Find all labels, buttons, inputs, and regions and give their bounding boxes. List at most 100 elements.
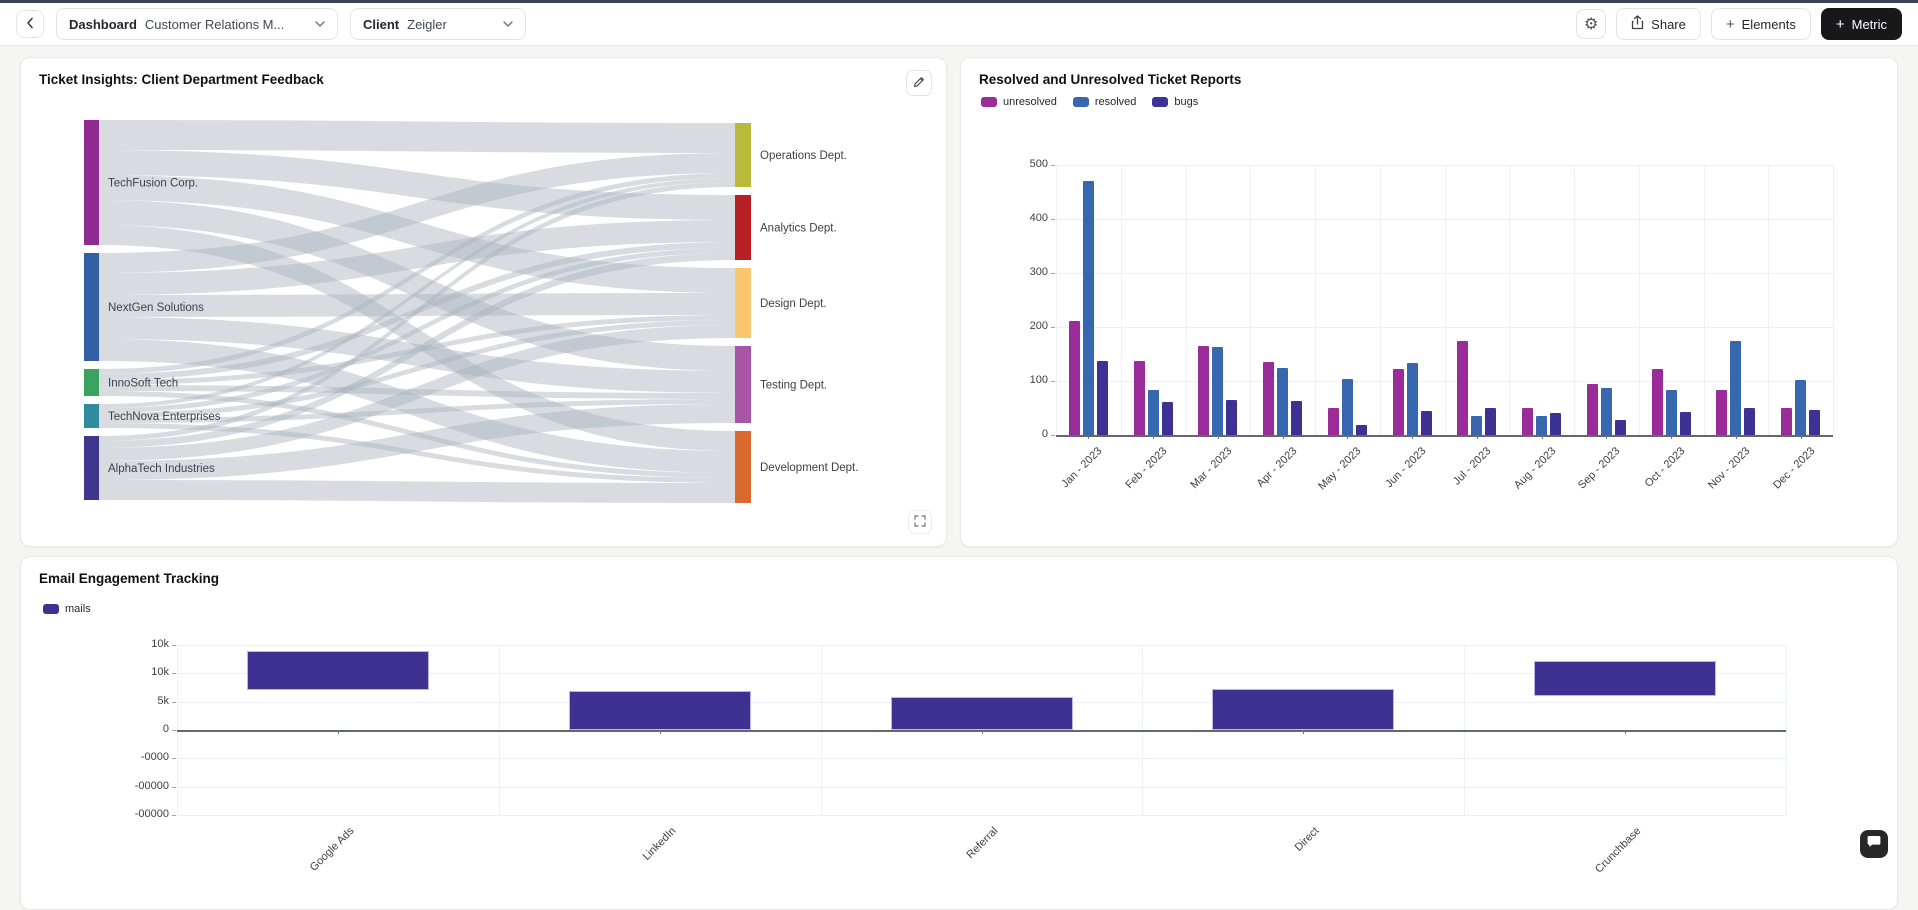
x-axis-tick-label: Jun - 2023	[1383, 445, 1429, 491]
sankey-target-label: Testing Dept.	[760, 380, 827, 392]
y-axis-tick	[1051, 327, 1055, 328]
elements-button[interactable]: + Elements	[1710, 8, 1811, 40]
gridline-vertical	[1833, 165, 1834, 435]
bar-bugs	[1096, 361, 1108, 435]
dashboard-select-label: Dashboard	[69, 16, 137, 32]
back-button[interactable]	[16, 10, 44, 38]
y-axis-tick	[172, 644, 176, 646]
sankey-link	[99, 150, 735, 220]
y-axis-tick-label: -00000	[134, 779, 169, 792]
sankey-source-node[interactable]	[84, 369, 99, 396]
bar-resolved	[1536, 415, 1548, 435]
sankey-source-node[interactable]	[84, 253, 99, 361]
fullscreen-button[interactable]	[908, 510, 932, 534]
settings-button[interactable]: ⚙	[1576, 9, 1607, 39]
gridline-vertical	[820, 644, 822, 816]
bar-unresolved	[1586, 383, 1598, 435]
sankey-target-node[interactable]	[735, 431, 751, 503]
sankey-target-node[interactable]	[735, 123, 751, 187]
chevron-down-icon	[503, 21, 513, 27]
sankey-source-node[interactable]	[84, 404, 99, 428]
bar-resolved	[1665, 389, 1677, 435]
x-axis-tick	[1217, 435, 1219, 439]
legend-item-mails[interactable]: mails	[43, 603, 91, 615]
bar-bugs	[1744, 407, 1756, 435]
gridline-horizontal	[1056, 273, 1833, 274]
bar-bugs	[1485, 408, 1497, 435]
gridline-horizontal	[177, 673, 1786, 675]
bar-resolved	[1212, 347, 1224, 435]
sankey-link	[99, 182, 735, 441]
gridline-horizontal	[1056, 435, 1833, 437]
gridline-horizontal	[1056, 381, 1833, 382]
gridline-vertical	[1464, 644, 1466, 816]
sankey-link	[99, 175, 735, 293]
gridline-vertical	[498, 644, 500, 816]
x-axis-tick-label: Jul - 2023	[1450, 445, 1494, 488]
email-bar-chart: 10k 10k 5k 0 -0000 -00000 -00000 Google Ads Link…	[21, 557, 1897, 909]
bar-bugs	[1161, 402, 1173, 435]
tickets-bar-chart: 0 100 200 300 400 500 Jan - 2023 Feb - 2023 Mar …	[961, 58, 1897, 546]
gridline-vertical	[1444, 165, 1446, 435]
share-button[interactable]: Share	[1616, 8, 1701, 40]
x-axis-tick	[1671, 435, 1673, 439]
x-axis-tick	[1735, 435, 1737, 439]
sankey-link	[99, 339, 735, 473]
sankey-link	[99, 391, 735, 478]
edit-button[interactable]	[906, 70, 932, 96]
y-axis-tick	[172, 673, 176, 675]
client-select-label: Client	[363, 16, 400, 32]
gridline-vertical	[1509, 165, 1511, 435]
chat-bubble-icon	[1867, 835, 1881, 853]
legend-item-unresolved[interactable]: unresolved	[981, 96, 1057, 108]
gridline-horizontal	[177, 644, 1786, 646]
sankey-link	[99, 317, 735, 393]
sankey-target-node[interactable]	[735, 346, 751, 423]
sankey-source-node[interactable]	[84, 436, 99, 500]
x-axis-tick	[1088, 435, 1090, 439]
metric-button[interactable]: + Metric	[1820, 8, 1902, 40]
x-axis-tick-label: Referral	[963, 825, 1000, 862]
legend-item-bugs[interactable]: bugs	[1152, 96, 1198, 108]
y-axis-tick	[1051, 219, 1055, 220]
dashboard-select[interactable]: Dashboard Customer Relations M...	[56, 8, 338, 40]
y-axis-tick-label: 10k	[151, 637, 169, 650]
topbar: Dashboard Customer Relations M... Client…	[0, 3, 1918, 46]
bar-resolved	[1795, 379, 1807, 435]
x-axis-tick	[659, 730, 661, 734]
legend-swatch	[1152, 97, 1169, 107]
sankey-source-node[interactable]	[84, 120, 99, 245]
client-select-value: Zeigler	[407, 16, 447, 32]
gridline-horizontal	[1056, 165, 1833, 166]
gridline-vertical	[1185, 165, 1187, 435]
gridline-horizontal	[177, 786, 1786, 788]
gridline-horizontal	[177, 758, 1786, 760]
bar-resolved	[1730, 341, 1742, 435]
sankey-target-label: Development Dept.	[760, 462, 858, 474]
chat-button[interactable]	[1860, 830, 1888, 858]
bar-bugs	[1226, 400, 1238, 435]
bar-bugs	[1420, 411, 1432, 435]
bar-unresolved	[1133, 360, 1145, 435]
sankey-link	[99, 220, 735, 295]
bar-bugs	[1679, 411, 1691, 435]
sankey-target-label: Operations Dept.	[760, 150, 847, 162]
tickets-panel-title: Resolved and Unresolved Ticket Reports	[979, 72, 1242, 87]
y-axis-tick-label: 10k	[151, 666, 169, 679]
x-axis-tick	[1347, 435, 1349, 439]
gridline-vertical	[1120, 165, 1122, 435]
bar-unresolved	[1781, 408, 1793, 435]
x-axis-tick	[1800, 435, 1802, 439]
x-axis-tick-label: Mar - 2023	[1188, 445, 1235, 492]
client-select[interactable]: Client Zeigler	[350, 8, 526, 40]
x-axis-tick-label: Crunchbase	[1593, 825, 1644, 876]
metric-button-label: Metric	[1851, 16, 1887, 32]
sankey-target-node[interactable]	[735, 195, 751, 260]
bar-bugs	[1550, 413, 1562, 435]
sankey-link	[99, 242, 735, 380]
legend-item-resolved[interactable]: resolved	[1072, 96, 1137, 108]
sankey-link	[99, 173, 735, 374]
email-panel: Email Engagement Tracking mails 10k 10k 5k…	[20, 556, 1898, 910]
legend-label: resolved	[1094, 96, 1137, 108]
sankey-target-node[interactable]	[735, 268, 751, 338]
